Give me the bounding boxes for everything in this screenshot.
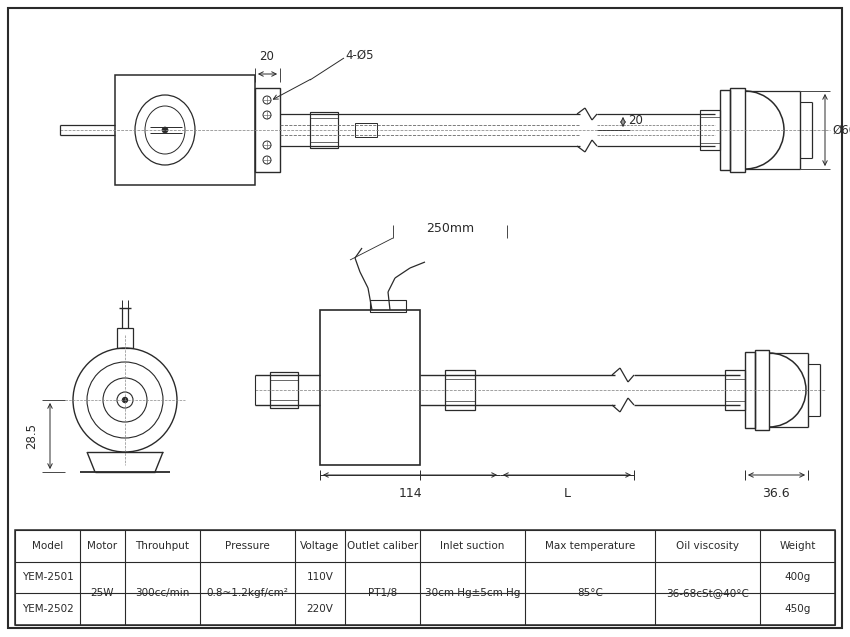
Text: 36-68cSt@40°C: 36-68cSt@40°C xyxy=(666,589,749,598)
Bar xyxy=(15,530,835,625)
Bar xyxy=(745,352,755,428)
Circle shape xyxy=(122,397,128,403)
Bar xyxy=(255,88,280,172)
Text: 450g: 450g xyxy=(785,604,811,614)
Text: 20: 20 xyxy=(259,50,275,63)
Text: PT1/8: PT1/8 xyxy=(368,589,397,598)
Text: 25W: 25W xyxy=(91,589,114,598)
Text: 114: 114 xyxy=(398,487,422,500)
Text: Voltage: Voltage xyxy=(300,541,340,551)
Bar xyxy=(725,370,745,410)
Bar xyxy=(755,350,769,430)
Bar xyxy=(445,370,475,410)
Text: Throuhput: Throuhput xyxy=(135,541,190,551)
Text: Inlet suction: Inlet suction xyxy=(440,541,505,551)
Text: 220V: 220V xyxy=(307,604,333,614)
Text: Pressure: Pressure xyxy=(225,541,269,551)
Text: 85°C: 85°C xyxy=(577,589,603,598)
Bar xyxy=(320,310,420,465)
Text: YEM-2501: YEM-2501 xyxy=(21,573,73,582)
Text: 110V: 110V xyxy=(307,573,333,582)
Bar xyxy=(117,328,133,348)
Text: Outlet caliber: Outlet caliber xyxy=(347,541,418,551)
Text: Motor: Motor xyxy=(88,541,117,551)
Text: 30cm Hg±5cm Hg: 30cm Hg±5cm Hg xyxy=(425,589,520,598)
Bar xyxy=(370,300,406,312)
Text: Model: Model xyxy=(31,541,63,551)
Text: 36.6: 36.6 xyxy=(762,487,790,500)
Bar xyxy=(355,123,377,137)
Bar xyxy=(270,372,298,408)
Text: Weight: Weight xyxy=(779,541,816,551)
Text: 20: 20 xyxy=(628,115,643,127)
Text: 400g: 400g xyxy=(785,573,811,582)
Text: 0.8~1.2kgf/cm²: 0.8~1.2kgf/cm² xyxy=(207,589,288,598)
Text: Ø60: Ø60 xyxy=(832,124,850,136)
Bar xyxy=(730,88,745,172)
Circle shape xyxy=(162,127,168,133)
Text: Oil viscosity: Oil viscosity xyxy=(676,541,739,551)
Text: 4-Ø5: 4-Ø5 xyxy=(345,48,373,62)
Text: 300cc/min: 300cc/min xyxy=(135,589,190,598)
Bar xyxy=(720,90,730,170)
Text: YEM-2502: YEM-2502 xyxy=(21,604,73,614)
Text: Max temperature: Max temperature xyxy=(545,541,635,551)
Text: 28.5: 28.5 xyxy=(25,423,38,449)
Text: 250mm: 250mm xyxy=(426,222,474,235)
Bar xyxy=(310,112,338,148)
Bar xyxy=(115,75,255,185)
Bar xyxy=(700,110,720,150)
Text: L: L xyxy=(564,487,570,500)
